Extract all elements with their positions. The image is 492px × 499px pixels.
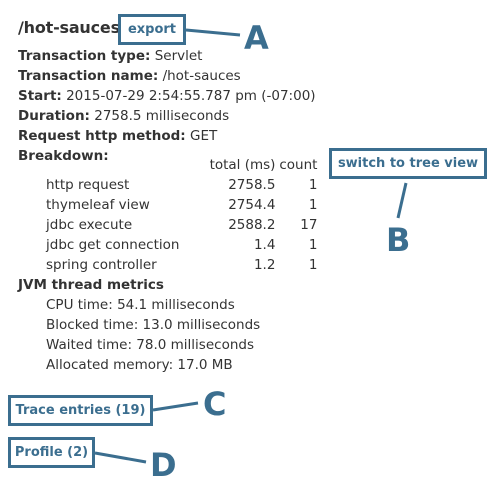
row-total: 1.2 (253, 257, 276, 273)
breakdown-label: Breakdown: (18, 148, 109, 164)
transaction-type-row: Transaction type: Servlet (18, 46, 202, 66)
callout-b: B (386, 221, 411, 259)
row-name: jdbc get connection (46, 237, 180, 253)
start-value: 2015-07-29 2:54:55.787 pm (-07:00) (66, 88, 316, 104)
table-row: jdbc execute 2588.2 17 (46, 215, 317, 235)
duration-row: Duration: 2758.5 milliseconds (18, 106, 229, 126)
profile-button[interactable]: Profile (2) (8, 437, 95, 468)
transaction-type-value: Servlet (154, 48, 203, 64)
row-total: 2588.2 (228, 217, 276, 233)
col-count-header: count (279, 157, 318, 173)
breakdown-header-row: total (ms) count (46, 155, 318, 175)
transaction-name-label: Transaction name: (18, 68, 159, 84)
start-label: Start: (18, 88, 62, 104)
callout-d: D (150, 446, 177, 484)
request-method-row: Request http method: GET (18, 126, 217, 146)
table-row: jdbc get connection 1.4 1 (46, 235, 317, 255)
row-count: 1 (308, 197, 318, 213)
blocked-time: Blocked time: 13.0 milliseconds (46, 317, 261, 333)
switch-to-tree-view-button[interactable]: switch to tree view (329, 148, 487, 179)
row-total: 2758.5 (228, 177, 276, 193)
request-method-value: GET (189, 128, 218, 144)
row-count: 1 (308, 257, 318, 273)
row-name: thymeleaf view (46, 197, 150, 213)
table-row: http request 2758.5 1 (46, 175, 317, 195)
duration-value: 2758.5 milliseconds (94, 108, 230, 124)
allocated-memory: Allocated memory: 17.0 MB (46, 357, 233, 373)
transaction-type-label: Transaction type: (18, 48, 151, 64)
breakdown-table: total (ms) count http request 2758.5 1 t… (46, 155, 317, 275)
cpu-time: CPU time: 54.1 milliseconds (46, 297, 235, 313)
table-row: thymeleaf view 2754.4 1 (46, 195, 317, 215)
start-row: Start: 2015-07-29 2:54:55.787 pm (-07:00… (18, 86, 316, 106)
row-count: 17 (300, 217, 318, 233)
request-method-label: Request http method: (18, 128, 186, 144)
col-total-header: total (ms) (209, 157, 276, 173)
transaction-name-row: Transaction name: /hot-sauces (18, 66, 241, 86)
duration-label: Duration: (18, 108, 90, 124)
waited-time: Waited time: 78.0 milliseconds (46, 337, 254, 353)
trace-entries-button[interactable]: Trace entries (19) (8, 395, 153, 426)
export-button[interactable]: export (118, 14, 186, 45)
row-total: 2754.4 (228, 197, 276, 213)
row-name: spring controller (46, 257, 157, 273)
page-title: /hot-sauces (18, 18, 120, 37)
row-total: 1.4 (253, 237, 276, 253)
row-count: 1 (308, 177, 318, 193)
callout-c: C (203, 385, 227, 423)
transaction-name-value: /hot-sauces (162, 68, 241, 84)
row-count: 1 (308, 237, 318, 253)
row-name: jdbc execute (46, 217, 133, 233)
table-row: spring controller 1.2 1 (46, 255, 317, 275)
jvm-metrics-label: JVM thread metrics (18, 277, 164, 293)
row-name: http request (46, 177, 130, 193)
callout-a: A (244, 19, 269, 57)
